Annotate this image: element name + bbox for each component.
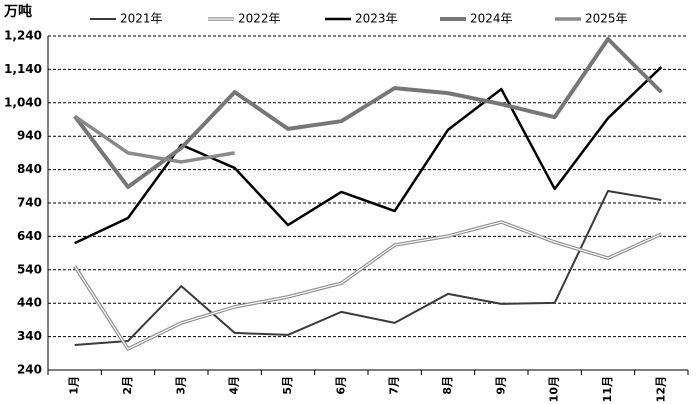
series-line <box>73 114 235 164</box>
legend-label: 2022年 <box>238 12 281 26</box>
y-tick-label: 1,240 <box>4 29 42 43</box>
y-tick-label: 1,140 <box>4 62 42 76</box>
x-tick-label: 1月 <box>68 376 81 395</box>
y-tick-label: 340 <box>17 329 42 343</box>
series-line <box>73 37 663 189</box>
series-line <box>74 66 663 245</box>
legend-label: 2024年 <box>470 12 513 26</box>
y-tick-label: 840 <box>17 162 42 176</box>
series-line <box>74 189 662 346</box>
legend-label: 2021年 <box>120 12 163 26</box>
x-tick-label: 2月 <box>121 376 134 395</box>
legend-label: 2025年 <box>585 12 628 26</box>
x-tick-label: 9月 <box>494 376 507 395</box>
x-tick-label: 10月 <box>548 376 561 402</box>
x-tick-label: 12月 <box>654 376 667 402</box>
y-tick-label: 240 <box>17 363 42 377</box>
x-tick-label: 7月 <box>388 376 401 395</box>
y-tick-label: 440 <box>17 296 42 310</box>
x-tick-label: 4月 <box>228 376 241 395</box>
x-tick-label: 5月 <box>281 376 294 395</box>
y-tick-label: 640 <box>17 229 42 243</box>
x-tick-label: 6月 <box>334 376 347 395</box>
y-tick-label: 940 <box>17 129 42 143</box>
x-tick-label: 11月 <box>601 376 614 402</box>
x-tick-label: 3月 <box>174 376 187 395</box>
series-line <box>73 220 663 351</box>
y-tick-label: 540 <box>17 262 42 276</box>
legend-label: 2023年 <box>355 12 398 26</box>
series-line-inner <box>74 221 662 350</box>
y-tick-label: 740 <box>17 196 42 210</box>
x-tick-label: 8月 <box>441 376 454 395</box>
y-axis-label: 万吨 <box>3 3 32 20</box>
y-tick-label: 1,040 <box>4 95 42 109</box>
